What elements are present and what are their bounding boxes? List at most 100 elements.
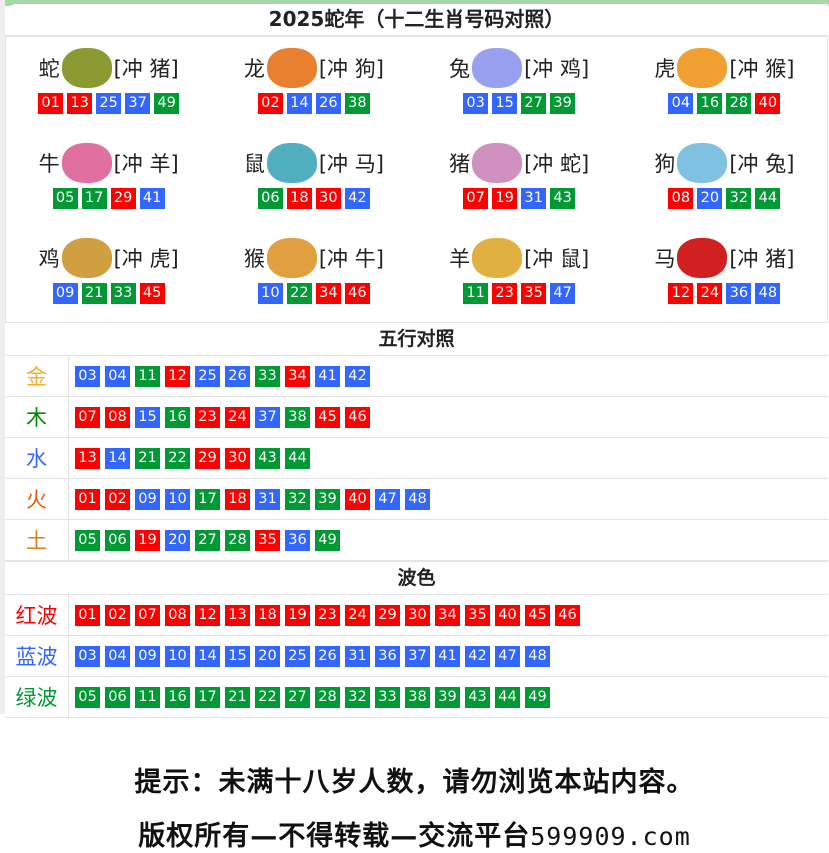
number-ball: 28 xyxy=(726,93,752,114)
number-ball: 11 xyxy=(463,283,489,304)
bose-row: 红波 01 02 07 08 12 13 18 19 23 24 29 30 34 35 40 45 46 xyxy=(5,595,828,636)
number-ball: 25 xyxy=(195,365,220,387)
number-ball: 35 xyxy=(255,529,280,551)
number-ball: 13 xyxy=(67,93,93,114)
zodiac-cell: 鼠 [冲 马] 06 18 30 42 xyxy=(211,132,416,227)
wuxing-numbers: 07 08 15 16 23 24 37 38 45 46 xyxy=(69,397,370,437)
wuxing-row: 土 05 06 19 20 27 28 35 36 49 xyxy=(5,520,828,561)
number-ball: 12 xyxy=(668,283,694,304)
number-ball: 21 xyxy=(225,686,250,708)
number-ball: 31 xyxy=(345,645,370,667)
zodiac-name: 鸡 xyxy=(38,247,60,271)
number-ball: 01 xyxy=(75,488,100,510)
number-ball: 23 xyxy=(492,283,518,304)
number-ball: 41 xyxy=(435,645,460,667)
zodiac-name: 虎 xyxy=(654,57,676,81)
number-ball: 27 xyxy=(195,529,220,551)
number-ball: 43 xyxy=(465,686,490,708)
zodiac-cell: 猪 [冲 蛇] 07 19 31 43 xyxy=(417,132,622,227)
zodiac-numbers: 10 22 34 46 xyxy=(211,283,416,304)
number-ball: 30 xyxy=(225,447,250,469)
number-ball: 06 xyxy=(105,686,130,708)
number-ball: 36 xyxy=(285,529,310,551)
number-ball: 16 xyxy=(697,93,723,114)
copyright-text: 版权所有—不得转载—交流平台 xyxy=(138,821,531,852)
zodiac-cell: 猴 [冲 牛] 10 22 34 46 xyxy=(211,227,416,322)
number-ball: 17 xyxy=(195,488,220,510)
number-ball: 36 xyxy=(726,283,752,304)
number-ball: 07 xyxy=(135,604,160,626)
zodiac-clash: [冲 马] xyxy=(318,152,384,176)
zodiac-animal-image xyxy=(266,48,317,88)
number-ball: 06 xyxy=(257,188,283,209)
number-ball: 15 xyxy=(225,645,250,667)
zodiac-cell: 狗 [冲 兔] 08 20 32 44 xyxy=(622,132,827,227)
number-ball: 14 xyxy=(195,645,220,667)
zodiac-animal-image xyxy=(61,48,112,88)
number-ball: 22 xyxy=(286,283,312,304)
number-ball: 33 xyxy=(375,686,400,708)
zodiac-header: 猴 [冲 牛] xyxy=(211,227,416,283)
wuxing-row: 火 01 02 09 10 17 18 31 32 39 40 47 48 xyxy=(5,479,828,520)
zodiac-numbers: 12 24 36 48 xyxy=(622,283,827,304)
zodiac-clash: [冲 猪] xyxy=(113,57,179,81)
number-ball: 43 xyxy=(550,188,576,209)
number-ball: 38 xyxy=(285,406,310,428)
number-ball: 40 xyxy=(345,488,370,510)
zodiac-clash: [冲 羊] xyxy=(113,152,179,176)
number-ball: 23 xyxy=(315,604,340,626)
number-ball: 47 xyxy=(550,283,576,304)
number-ball: 32 xyxy=(726,188,752,209)
number-ball: 07 xyxy=(75,406,100,428)
zodiac-header: 蛇 [冲 猪] xyxy=(6,37,211,93)
zodiac-clash: [冲 蛇] xyxy=(524,152,590,176)
number-ball: 25 xyxy=(96,93,122,114)
zodiac-name: 兔 xyxy=(449,57,471,81)
zodiac-name: 龙 xyxy=(243,57,265,81)
zodiac-animal-image xyxy=(472,238,523,278)
wuxing-numbers: 05 06 19 20 27 28 35 36 49 xyxy=(69,520,340,560)
bose-table: 红波 01 02 07 08 12 13 18 19 23 24 29 30 34 35 40 45 46 蓝波 03… xyxy=(5,595,828,718)
number-ball: 08 xyxy=(668,188,694,209)
number-ball: 09 xyxy=(135,645,160,667)
zodiac-numbers: 02 14 26 38 xyxy=(211,93,416,114)
number-ball: 49 xyxy=(154,93,180,114)
wuxing-title: 五行对照 xyxy=(5,322,828,356)
zodiac-header: 牛 [冲 羊] xyxy=(6,132,211,188)
number-ball: 02 xyxy=(105,488,130,510)
zodiac-numbers: 04 16 28 40 xyxy=(622,93,827,114)
number-ball: 19 xyxy=(492,188,518,209)
number-ball: 44 xyxy=(755,188,781,209)
zodiac-numbers: 03 15 27 39 xyxy=(417,93,622,114)
number-ball: 42 xyxy=(345,365,370,387)
copyright-line: 版权所有—不得转载—交流平台599909.com xyxy=(0,814,829,853)
number-ball: 13 xyxy=(225,604,250,626)
zodiac-cell: 龙 [冲 狗] 02 14 26 38 xyxy=(211,37,416,132)
number-ball: 40 xyxy=(495,604,520,626)
number-ball: 48 xyxy=(755,283,781,304)
number-ball: 01 xyxy=(38,93,64,114)
number-ball: 37 xyxy=(255,406,280,428)
zodiac-name: 鼠 xyxy=(243,152,265,176)
number-ball: 29 xyxy=(375,604,400,626)
bose-numbers: 01 02 07 08 12 13 18 19 23 24 29 30 34 35 40 45 46 xyxy=(69,595,580,635)
number-ball: 10 xyxy=(257,283,283,304)
number-ball: 23 xyxy=(195,406,220,428)
number-ball: 05 xyxy=(75,686,100,708)
number-ball: 06 xyxy=(105,529,130,551)
zodiac-clash: [冲 鸡] xyxy=(524,57,590,81)
number-ball: 20 xyxy=(255,645,280,667)
zodiac-numbers: 05 17 29 41 xyxy=(6,188,211,209)
zodiac-cell: 马 [冲 猪] 12 24 36 48 xyxy=(622,227,827,322)
zodiac-numbers: 06 18 30 42 xyxy=(211,188,416,209)
zodiac-header: 鸡 [冲 虎] xyxy=(6,227,211,283)
wuxing-table: 金 03 04 11 12 25 26 33 34 41 42 木 07 08 15 16 23 24 37 38 45… xyxy=(5,356,828,561)
number-ball: 02 xyxy=(105,604,130,626)
number-ball: 47 xyxy=(375,488,400,510)
number-ball: 27 xyxy=(521,93,547,114)
page-title: 2025蛇年（十二生肖号码对照） xyxy=(5,4,828,37)
zodiac-header: 猪 [冲 蛇] xyxy=(417,132,622,188)
number-ball: 32 xyxy=(285,488,310,510)
number-ball: 02 xyxy=(257,93,283,114)
number-ball: 29 xyxy=(195,447,220,469)
